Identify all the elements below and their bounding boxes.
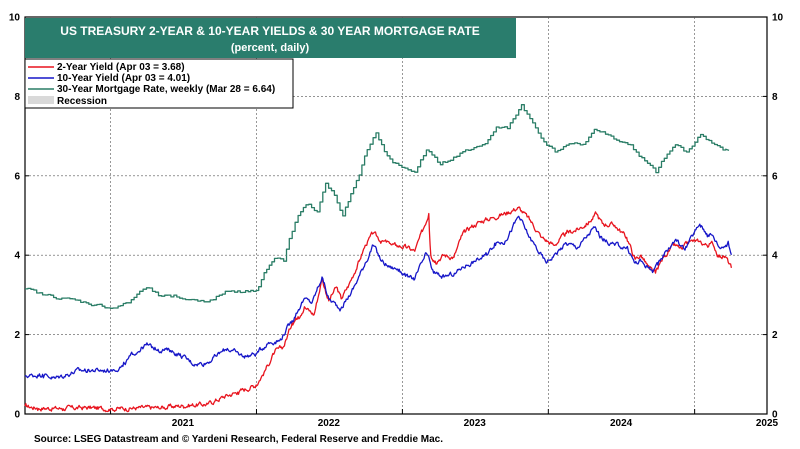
series-line-10y [24,215,733,380]
y-tick-label-left-0: 0 [14,410,20,421]
y-tick-label-left-8: 8 [14,92,20,103]
x-tick-label-2025: 2025 [756,418,779,429]
series-line-2y [24,206,733,413]
legend: 2-Year Yield (Apr 03 = 3.68) 10-Year Yie… [24,58,294,109]
y-tick-label-right-0: 0 [772,410,778,421]
legend-label-10y: 10-Year Yield (Apr 03 = 4.01) [57,73,190,84]
legend-label-recession: Recession [57,96,107,107]
title-box [25,18,516,58]
y-tick-label-right-10: 10 [772,13,784,24]
chart-subtitle: (percent, daily) [231,42,310,54]
y-tick-label-right-6: 6 [772,171,778,182]
y-tick-label-left-6: 6 [14,171,20,182]
y-tick-label-left-2: 2 [14,330,20,341]
series-line-mortgage [25,104,730,309]
y-axis-right: 0 2 4 6 8 10 [763,13,784,421]
chart-title: US TREASURY 2-YEAR & 10-YEAR YIELDS & 30… [60,24,479,38]
series-layer [24,104,733,413]
x-tick-label-2024: 2024 [610,418,633,429]
y-tick-label-right-8: 8 [772,92,778,103]
x-tick-label-2021: 2021 [172,418,195,429]
x-tick-label-2023: 2023 [464,418,487,429]
y-tick-label-right-2: 2 [772,330,778,341]
y-tick-label-left-4: 4 [14,251,20,262]
legend-label-2y: 2-Year Yield (Apr 03 = 3.68) [57,62,185,73]
legend-label-mortgage: 30-Year Mortgage Rate, weekly (Mar 28 = … [57,84,275,95]
y-tick-label-left-10: 10 [9,13,21,24]
legend-swatch-recession [28,96,54,104]
x-tick-label-2022: 2022 [318,418,341,429]
source-note: Source: LSEG Datastream and © Yardeni Re… [34,434,444,445]
y-tick-label-right-4: 4 [772,251,778,262]
x-axis: 2021 2022 2023 2024 2025 [110,409,779,429]
legend-box [24,58,294,109]
